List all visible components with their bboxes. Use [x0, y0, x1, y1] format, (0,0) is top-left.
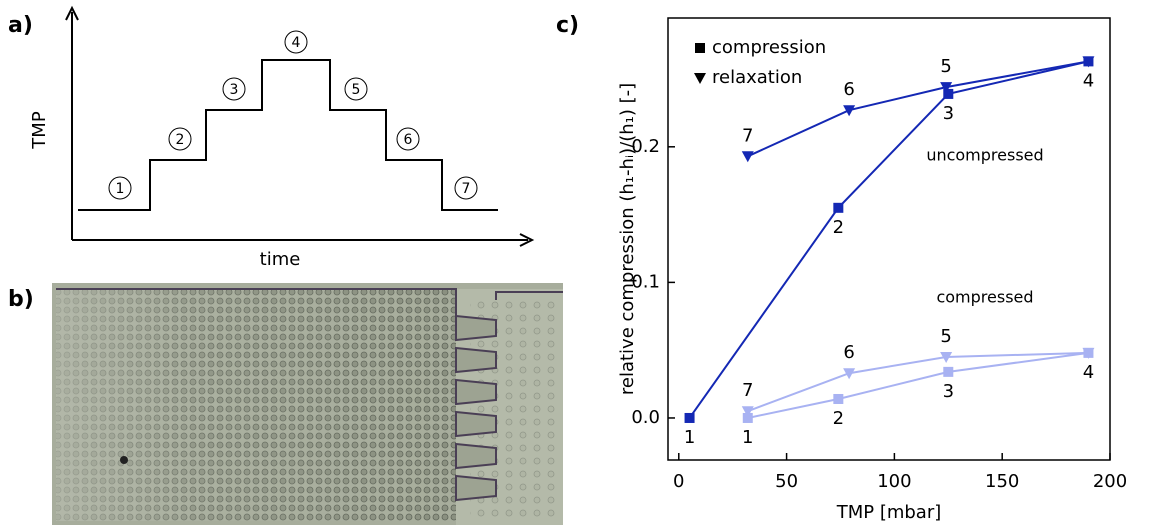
marker — [943, 88, 954, 99]
panel-label: b) — [8, 287, 34, 312]
marker — [833, 202, 844, 213]
point-label: 1 — [684, 427, 695, 448]
panel-label: c) — [556, 13, 579, 38]
x-tick-label: 200 — [1093, 471, 1127, 492]
micrograph — [52, 283, 563, 525]
plot: 0 50 100 150 200 0.0 0.1 0.2 compression relaxati… — [631, 37, 1127, 492]
marker — [940, 351, 953, 363]
marker — [940, 82, 953, 94]
y-tick-label: 0.2 — [631, 136, 660, 157]
marker — [843, 105, 856, 117]
series-line — [688, 60, 1089, 419]
legend-label: compression — [712, 37, 826, 58]
x-tick-label: 100 — [877, 471, 911, 492]
annotation: uncompressed — [926, 146, 1043, 165]
y-tick-label: 0.1 — [631, 271, 660, 292]
point-label: 5 — [940, 326, 951, 347]
step-label: 5 — [352, 82, 361, 98]
point-label: 3 — [943, 381, 954, 402]
step-label: 1 — [116, 181, 125, 197]
marker — [1082, 56, 1095, 68]
point-label: 6 — [843, 79, 854, 100]
point-label: 7 — [742, 380, 753, 401]
x-tick-label: 0 — [673, 471, 684, 492]
legend-marker — [694, 73, 706, 84]
step-label: 3 — [230, 82, 239, 98]
panel-label: a) — [8, 13, 33, 38]
marker — [843, 368, 856, 380]
step-label: 2 — [176, 132, 185, 148]
plot-frame — [667, 17, 1111, 461]
legend-label: relaxation — [712, 67, 802, 88]
annotation: compressed — [936, 288, 1033, 307]
step-diagram — [65, 5, 535, 247]
axis-label: relative compression (h₁-hᵢ)/(h₁) [-] — [617, 83, 638, 395]
axis-label: time — [260, 249, 301, 270]
point-label: 3 — [943, 103, 954, 124]
marker — [833, 393, 844, 404]
marker — [943, 366, 954, 377]
step-label: 4 — [292, 35, 301, 51]
series-line — [747, 351, 1089, 413]
series-line — [747, 60, 1089, 158]
marker — [684, 412, 695, 423]
x-tick-label: 150 — [985, 471, 1019, 492]
y-tick-label: 0.0 — [631, 407, 660, 428]
point-label: 4 — [1083, 362, 1094, 383]
axis-label: TMP [mbar] — [836, 502, 942, 523]
point-label: 4 — [1083, 70, 1094, 91]
step-label: 7 — [462, 181, 471, 197]
point-label: 6 — [843, 342, 854, 363]
marker — [741, 151, 754, 163]
x-tick-label: 50 — [775, 471, 798, 492]
axis-label: TMP — [29, 111, 50, 150]
point-label: 5 — [940, 56, 951, 77]
marker — [742, 412, 753, 423]
point-label: 2 — [833, 408, 844, 429]
point-label: 2 — [833, 217, 844, 238]
series-line — [747, 351, 1089, 419]
point-label: 1 — [742, 427, 753, 448]
step-label: 6 — [404, 132, 413, 148]
marker — [741, 406, 754, 418]
point-label: 7 — [742, 125, 753, 146]
marker — [1082, 347, 1095, 359]
legend-marker — [695, 43, 705, 53]
